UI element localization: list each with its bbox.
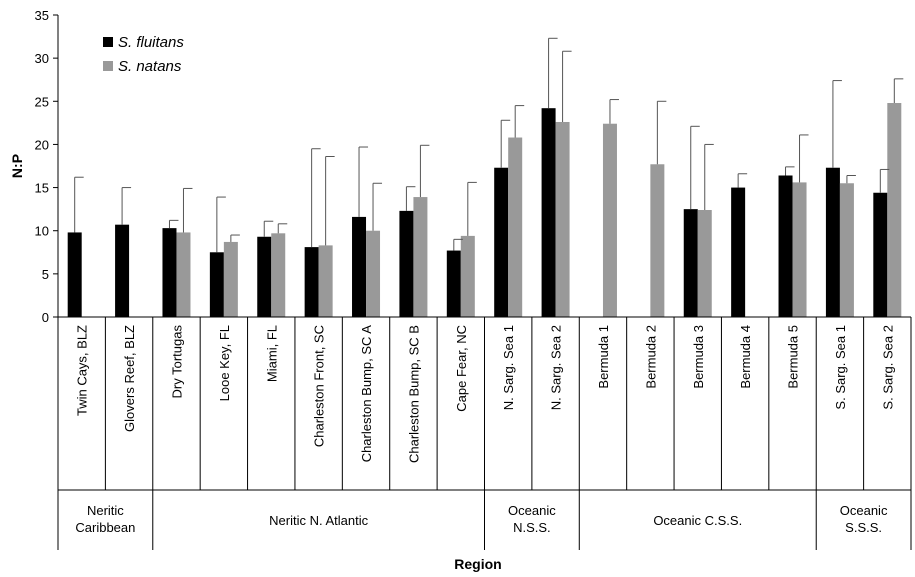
bar-natans (602, 123, 617, 317)
bar-natans (555, 121, 570, 317)
y-tick-label: 35 (35, 8, 49, 23)
bar-fluitans (825, 167, 840, 317)
group-label: Caribbean (75, 520, 135, 535)
legend: S. fluitans S. natans (103, 34, 184, 75)
y-tick-label: 5 (42, 267, 49, 282)
y-tick-label: 30 (35, 51, 49, 66)
bar-natans (271, 233, 286, 317)
category-label: S. Sarg. Sea 1 (833, 325, 848, 410)
category-label: Bermuda 4 (738, 325, 753, 389)
category-label: Charleston Bump, SC B (406, 325, 421, 463)
y-axis-title: N:P (9, 154, 25, 178)
bar-fluitans (304, 247, 319, 317)
category-label: Looe Key, FL (217, 325, 232, 401)
y-tick-label: 10 (35, 224, 49, 239)
bar-fluitans (494, 167, 509, 317)
category-label: Bermuda 5 (786, 325, 801, 389)
bar-fluitans (115, 224, 130, 317)
y-tick-label: 25 (35, 94, 49, 109)
category-label: N. Sarg. Sea 1 (501, 325, 516, 410)
category-label: Bermuda 2 (643, 325, 658, 389)
legend-label: S. fluitans (118, 34, 184, 51)
group-labels: Neritic Caribbean Neritic N. Atlantic Ocean… (75, 503, 888, 535)
y-tick-label: 0 (42, 310, 49, 325)
group-label: Neritic N. Atlantic (269, 513, 368, 528)
category-label: N. Sarg. Sea 2 (549, 325, 564, 410)
category-label: Charleston Front, SC (312, 325, 327, 447)
category-label: Bermuda 1 (596, 325, 611, 389)
bar-fluitans (257, 236, 272, 317)
bar-natans (839, 183, 854, 317)
category-label: Twin Cays, BLZ (75, 325, 90, 416)
group-label: Neritic (87, 503, 124, 518)
error-bars (74, 37, 904, 253)
bar-fluitans (873, 192, 888, 317)
bar-natans (223, 241, 238, 317)
group-label: S.S.S. (845, 520, 882, 535)
category-label: Cape Fear, NC (454, 325, 469, 412)
bar-natans (318, 245, 333, 317)
legend-swatch (103, 37, 113, 47)
bar-fluitans (209, 252, 224, 317)
category-label: Charleston Bump, SC A (359, 325, 374, 463)
category-label: Bermuda 3 (691, 325, 706, 389)
category-label: Glovers Reef, BLZ (122, 325, 137, 432)
bar-natans (413, 197, 428, 317)
bar-fluitans (683, 209, 698, 317)
bar-fluitans (446, 250, 461, 317)
category-label: Dry Tortugas (169, 325, 184, 399)
bar-fluitans (67, 232, 82, 317)
bar-natans (508, 137, 523, 317)
category-label: S. Sarg. Sea 2 (880, 325, 895, 410)
category-label: Miami, FL (264, 325, 279, 382)
y-axis-ticks: 0 5 10 15 20 25 30 35 (35, 8, 58, 325)
bar-natans (176, 232, 191, 317)
legend-label: S. natans (118, 58, 182, 75)
bar-fluitans (541, 108, 556, 317)
x-axis-title: Region (454, 556, 501, 572)
group-label: Oceanic C.S.S. (653, 513, 742, 528)
bar-fluitans (352, 216, 367, 317)
bar-natans (697, 210, 712, 317)
category-labels: Twin Cays, BLZ Glovers Reef, BLZ Dry Tortu… (75, 325, 896, 464)
bar-fluitans (778, 175, 793, 317)
y-tick-label: 20 (35, 137, 49, 152)
bar-natans (650, 164, 665, 317)
group-label: N.S.S. (513, 520, 551, 535)
bar-natans (460, 235, 475, 317)
bar-fluitans (731, 187, 746, 317)
bars (67, 103, 902, 317)
bar-natans (366, 230, 381, 317)
x-axis-dividers (57, 317, 912, 550)
bar-fluitans (399, 210, 414, 317)
bar-natans (887, 103, 902, 317)
y-tick-label: 15 (35, 181, 49, 196)
bar-fluitans (162, 228, 177, 317)
legend-swatch (103, 61, 113, 71)
group-label: Oceanic (508, 503, 556, 518)
bar-natans (792, 182, 807, 317)
group-label: Oceanic (840, 503, 888, 518)
